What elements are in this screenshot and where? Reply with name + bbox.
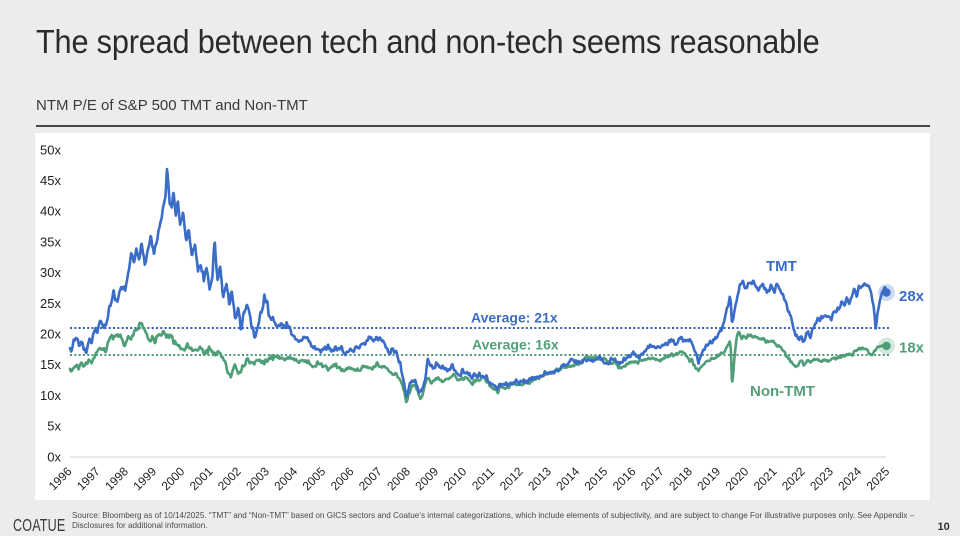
svg-text:10x: 10x bbox=[40, 388, 61, 403]
svg-text:1999: 1999 bbox=[130, 464, 159, 493]
svg-text:0x: 0x bbox=[47, 449, 61, 464]
svg-text:2017: 2017 bbox=[638, 464, 667, 493]
svg-text:2008: 2008 bbox=[384, 464, 413, 493]
svg-text:1996: 1996 bbox=[46, 464, 75, 493]
svg-text:2024: 2024 bbox=[835, 464, 864, 493]
svg-text:2016: 2016 bbox=[610, 464, 639, 493]
svg-text:2010: 2010 bbox=[441, 464, 470, 493]
svg-text:2018: 2018 bbox=[666, 464, 695, 493]
svg-text:40x: 40x bbox=[40, 204, 61, 219]
svg-text:2009: 2009 bbox=[412, 464, 441, 493]
svg-text:25x: 25x bbox=[40, 296, 61, 311]
svg-text:2003: 2003 bbox=[243, 464, 272, 493]
svg-text:2019: 2019 bbox=[694, 464, 723, 493]
svg-text:Average: 16x: Average: 16x bbox=[472, 337, 559, 353]
svg-text:1997: 1997 bbox=[74, 464, 103, 493]
svg-text:30x: 30x bbox=[40, 265, 61, 280]
svg-text:2001: 2001 bbox=[187, 464, 216, 493]
svg-text:20x: 20x bbox=[40, 327, 61, 342]
svg-text:2020: 2020 bbox=[723, 464, 752, 493]
svg-text:2007: 2007 bbox=[356, 464, 385, 493]
svg-text:2002: 2002 bbox=[215, 464, 244, 493]
svg-text:2000: 2000 bbox=[159, 464, 188, 493]
svg-text:2025: 2025 bbox=[864, 464, 893, 493]
svg-text:5x: 5x bbox=[47, 419, 61, 434]
svg-text:Non-TMT: Non-TMT bbox=[750, 383, 815, 400]
svg-text:2011: 2011 bbox=[469, 464, 497, 492]
svg-text:2004: 2004 bbox=[271, 464, 300, 493]
svg-text:2015: 2015 bbox=[582, 464, 611, 493]
svg-text:15x: 15x bbox=[40, 357, 61, 372]
svg-text:2023: 2023 bbox=[807, 464, 836, 493]
svg-text:Average: 21x: Average: 21x bbox=[471, 310, 558, 326]
svg-text:1998: 1998 bbox=[102, 464, 131, 493]
svg-text:2022: 2022 bbox=[779, 464, 808, 493]
svg-text:28x: 28x bbox=[899, 288, 925, 305]
svg-text:2006: 2006 bbox=[328, 464, 357, 493]
svg-text:18x: 18x bbox=[899, 340, 925, 357]
svg-text:TMT: TMT bbox=[766, 258, 797, 275]
svg-text:2012: 2012 bbox=[497, 464, 526, 493]
svg-text:2013: 2013 bbox=[525, 464, 554, 493]
svg-text:45x: 45x bbox=[40, 173, 61, 188]
svg-text:2021: 2021 bbox=[751, 464, 780, 493]
svg-text:50x: 50x bbox=[40, 142, 61, 157]
svg-text:2005: 2005 bbox=[300, 464, 329, 493]
svg-text:35x: 35x bbox=[40, 234, 61, 249]
svg-text:2014: 2014 bbox=[553, 464, 582, 493]
